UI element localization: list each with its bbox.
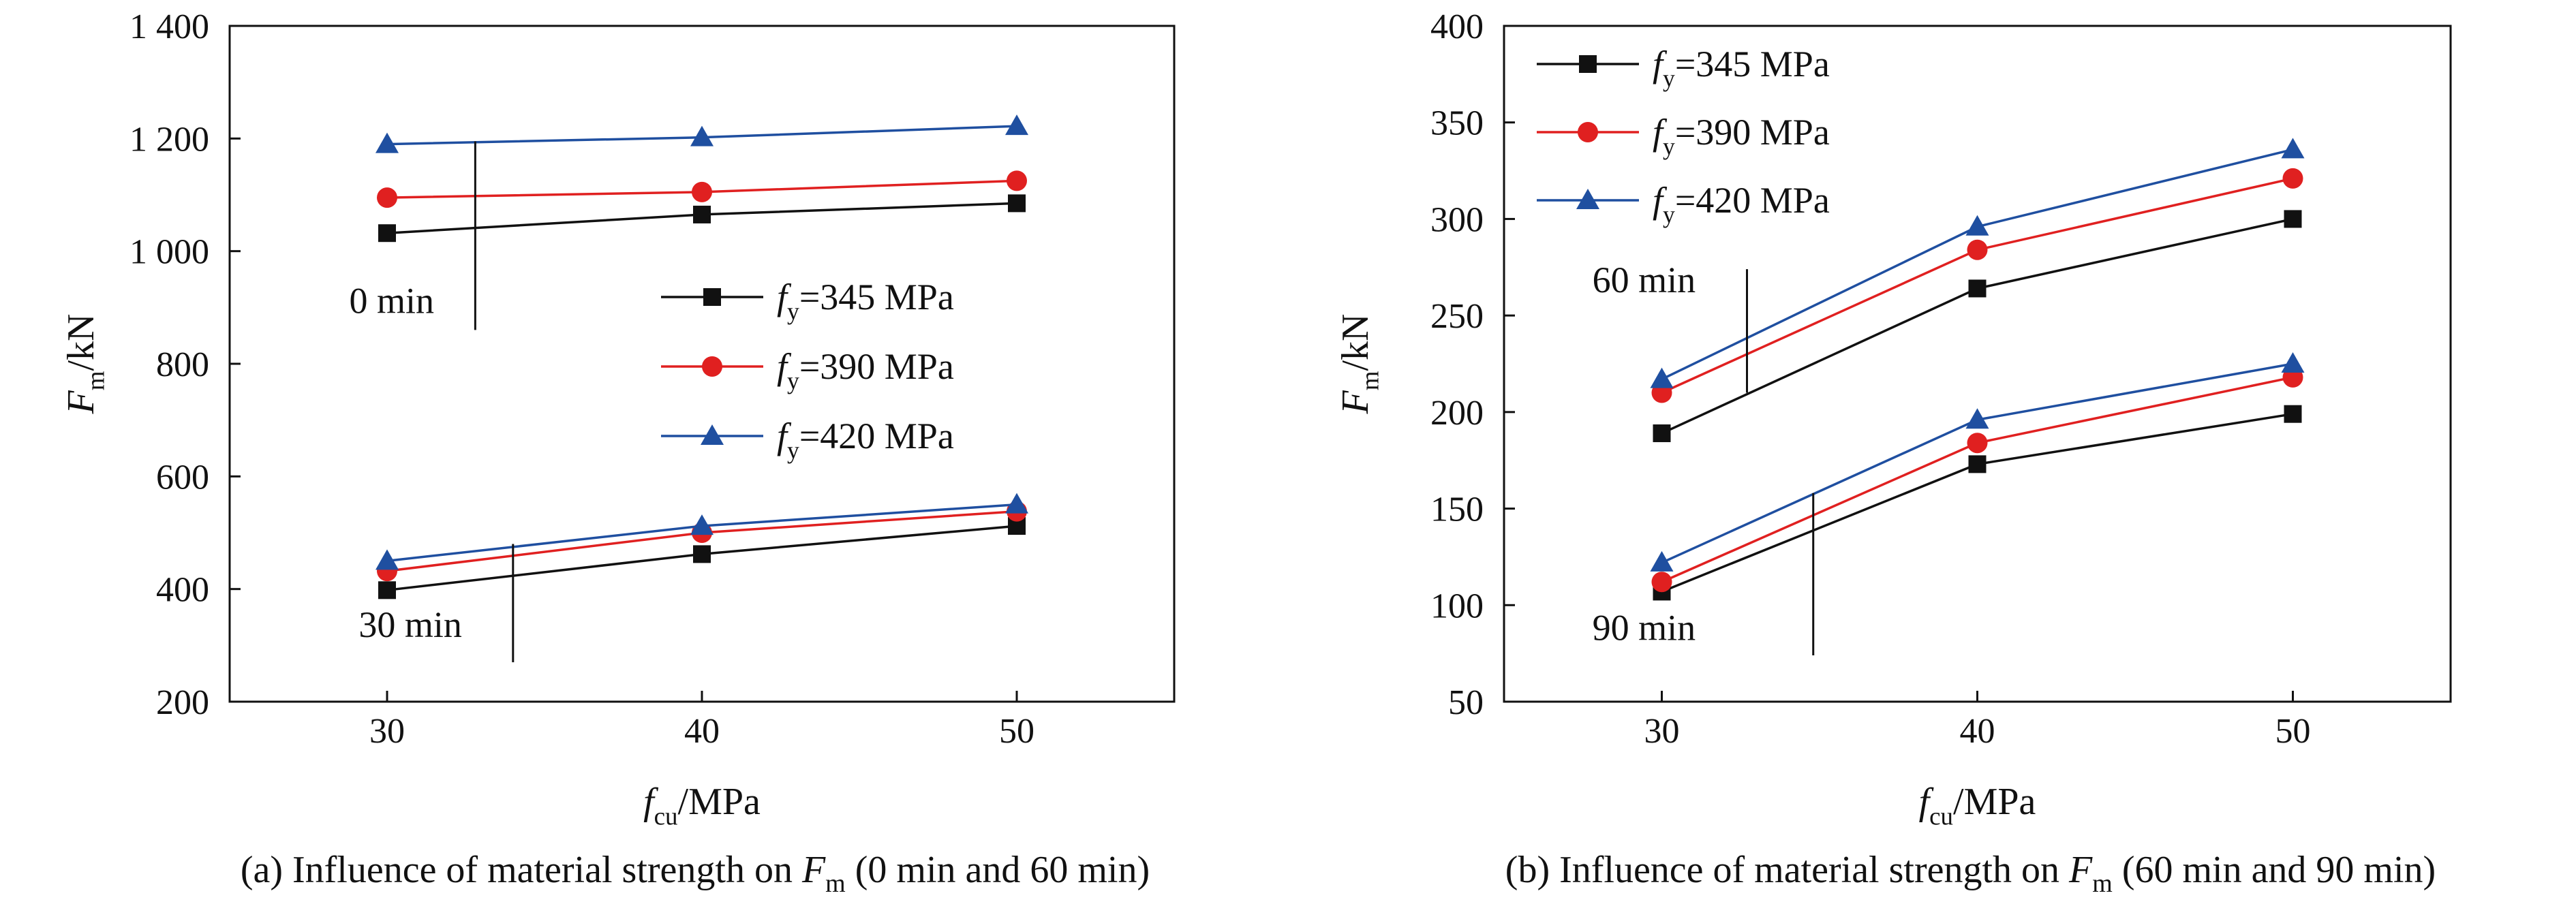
y-tick-label: 100	[1430, 587, 1484, 625]
legend-label: fy=420 MPa	[777, 416, 954, 464]
legend-marker	[1578, 122, 1598, 142]
data-point	[1005, 114, 1028, 136]
legend-marker	[1579, 55, 1597, 73]
data-point	[1005, 493, 1028, 514]
y-tick-label: 400	[156, 571, 209, 610]
legend-label: fy=345 MPa	[777, 277, 954, 325]
data-point	[2284, 405, 2302, 423]
panel-caption: (a) Influence of material strength on Fm…	[241, 849, 1150, 898]
annotation-label: 0 min	[350, 281, 435, 322]
x-axis-label: fcu/MPa	[1919, 781, 2036, 830]
legend-marker	[1576, 189, 1599, 209]
legend-marker	[703, 288, 721, 306]
legend-label: fy=390 MPa	[1653, 112, 1830, 160]
data-point	[2282, 168, 2303, 189]
x-axis-label: fcu/MPa	[643, 781, 761, 830]
y-tick-label: 150	[1430, 490, 1484, 529]
y-tick-label: 400	[1430, 7, 1484, 46]
data-point	[2284, 210, 2302, 228]
data-point	[690, 514, 714, 535]
x-tick-label: 30	[369, 712, 405, 751]
chart-panel-a: 200 400 600 800 1 000 1 200 1 400 30 40 50 fcu/MPa…	[60, 7, 1176, 898]
data-point	[1650, 367, 1674, 388]
data-point	[690, 125, 714, 146]
y-tick-label: 50	[1448, 683, 1484, 722]
data-point	[378, 224, 396, 243]
y-tick-label: 250	[1430, 297, 1484, 336]
data-point	[1965, 408, 1989, 429]
x-tick-label: 50	[999, 712, 1034, 751]
legend-marker	[701, 424, 724, 445]
y-tick-label: 1 200	[129, 120, 209, 159]
data-point	[1651, 572, 1672, 593]
legend-label: fy=390 MPa	[777, 346, 954, 394]
y-tick-label: 200	[156, 683, 209, 722]
legend-marker	[702, 356, 722, 377]
data-point	[1968, 455, 1987, 473]
data-point	[1967, 433, 1988, 454]
data-point	[375, 132, 399, 153]
x-tick-label: 40	[1960, 712, 1995, 751]
y-tick-label: 350	[1430, 104, 1484, 143]
annotation-label: 60 min	[1593, 260, 1696, 300]
series-line	[1661, 376, 2293, 583]
data-point	[1965, 215, 1989, 236]
y-tick-label: 200	[1430, 394, 1484, 433]
legend-label: fy=345 MPa	[1653, 44, 1830, 92]
data-point	[2281, 352, 2305, 373]
y-tick-label: 1 400	[129, 7, 209, 46]
data-point	[1653, 424, 1671, 443]
y-tick-label: 600	[156, 458, 209, 497]
y-tick-label: 1 000	[129, 233, 209, 272]
data-point	[1968, 279, 1987, 298]
x-tick-label: 30	[1644, 712, 1680, 751]
data-point	[1008, 194, 1026, 213]
annotation-label: 30 min	[358, 604, 462, 645]
y-axis-label: Fm/kN	[1334, 314, 1384, 415]
data-point	[693, 545, 711, 563]
data-point	[693, 205, 711, 223]
y-tick-label: 800	[156, 345, 209, 384]
chart-panel-b: 50 100 150 200 250 300 350 400 30 40 50 fcu/MPa Fm/k…	[1334, 7, 2452, 898]
data-point	[1650, 550, 1674, 572]
y-tick-label: 300	[1430, 200, 1484, 239]
x-tick-label: 50	[2275, 712, 2311, 751]
data-point	[377, 187, 397, 208]
data-point	[378, 581, 396, 599]
plot-frame	[1503, 25, 2452, 703]
x-tick-label: 40	[684, 712, 720, 751]
legend-label: fy=420 MPa	[1653, 180, 1830, 228]
data-point	[1967, 239, 1988, 260]
data-point	[375, 549, 399, 570]
data-point	[692, 181, 712, 202]
annotation-label: 90 min	[1593, 607, 1696, 648]
data-point	[1007, 170, 1027, 191]
y-axis-label: Fm/kN	[60, 314, 110, 415]
data-point	[2281, 138, 2305, 159]
panel-caption: (b) Influence of material strength on Fm…	[1505, 849, 2436, 898]
